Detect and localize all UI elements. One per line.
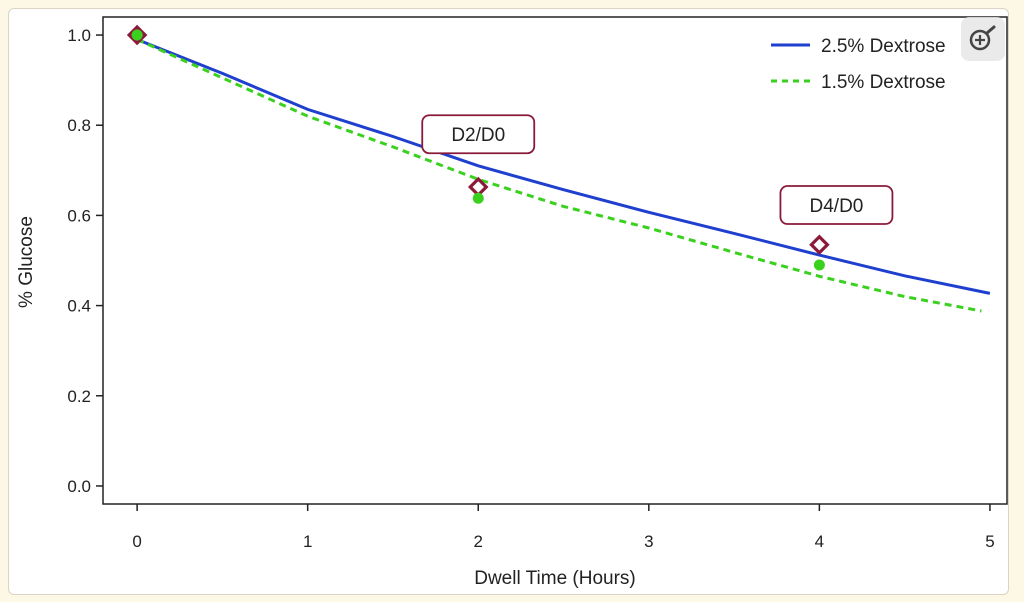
plot-area [102, 16, 1008, 505]
x-tick-label: 5 [985, 532, 994, 551]
y-axis: 0.0 0.2 0.4 0.6 0.8 1.0 [67, 26, 103, 496]
points-group [126, 24, 830, 271]
y-tick-label: 0.8 [67, 116, 91, 135]
diamond-point [809, 234, 830, 255]
series-group [136, 38, 991, 313]
x-tick-label: 3 [644, 532, 653, 551]
legend-label: 1.5% Dextrose [821, 72, 946, 93]
x-axis-title: Dwell Time (Hours) [474, 568, 636, 589]
series-line-2 [136, 38, 982, 313]
legend-label: 2.5% Dextrose [821, 36, 946, 57]
annotation-label: D4/D0 [810, 196, 864, 217]
y-tick-label: 0.6 [67, 206, 91, 225]
y-axis-title: % Glucose [16, 216, 37, 308]
annotation-box [421, 114, 536, 155]
series-line-1 [136, 38, 991, 295]
y-tick-label: 0.0 [67, 477, 91, 496]
y-tick-label: 0.4 [67, 297, 91, 316]
legend: 2.5% Dextrose 1.5% Dextrose [771, 36, 946, 93]
zoom-in-icon [969, 25, 996, 51]
annotation-label: D2/D0 [451, 125, 505, 146]
x-tick-label: 2 [474, 532, 483, 551]
x-tick-label: 1 [303, 532, 312, 551]
y-tick-label: 1.0 [67, 26, 91, 45]
x-tick-label: 0 [132, 532, 141, 551]
x-axis: 0 1 2 3 4 5 [132, 504, 995, 551]
circle-point [131, 29, 143, 41]
circle-point [813, 259, 825, 271]
annotation-box [779, 185, 894, 225]
y-tick-label: 0.2 [67, 387, 91, 406]
circle-point [472, 192, 484, 204]
zoom-button[interactable] [961, 17, 1005, 61]
x-tick-label: 4 [815, 532, 824, 551]
annotations-group: D2/D0 D4/D0 [421, 114, 894, 225]
